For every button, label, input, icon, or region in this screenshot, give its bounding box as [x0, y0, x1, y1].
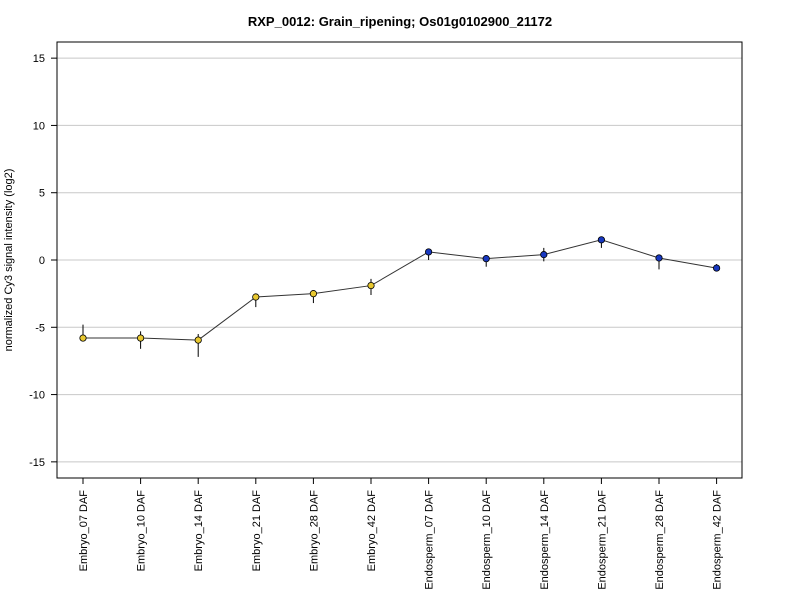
x-tick-label: Endosperm_10 DAF	[481, 490, 493, 590]
x-axis: Embryo_07 DAF Embryo_10 DAF Embryo_14 DAF E…	[78, 478, 724, 590]
x-tick-label: Embryo_14 DAF	[193, 490, 205, 572]
data-point	[252, 293, 260, 301]
y-tick-label: -10	[29, 390, 45, 402]
y-axis: 15 10 5 0 -5 -10 -15	[29, 53, 57, 469]
data-point	[597, 236, 606, 244]
y-tick-label: -5	[35, 322, 45, 334]
x-tick-label: Endosperm_42 DAF	[712, 490, 724, 590]
data-point	[540, 251, 548, 259]
data-point	[367, 281, 375, 290]
x-tick-label: Embryo_10 DAF	[136, 490, 148, 572]
x-tick-label: Embryo_21 DAF	[251, 490, 263, 572]
data-point	[194, 336, 202, 344]
y-tick-label: -15	[29, 457, 45, 469]
y-axis-label: normalized Cy3 signal intensity (log2)	[3, 169, 15, 352]
x-tick-label: Endosperm_21 DAF	[596, 490, 608, 590]
y-tick-label: 10	[33, 120, 45, 132]
data-point	[424, 248, 433, 256]
x-tick-label: Embryo_42 DAF	[366, 490, 378, 572]
chart-title: RXP_0012: Grain_ripening; Os01g0102900_2…	[248, 14, 552, 29]
x-tick-label: Endosperm_14 DAF	[539, 490, 551, 590]
series-line	[83, 239, 717, 341]
x-tick-label: Embryo_07 DAF	[78, 490, 90, 572]
x-tick-label: Endosperm_07 DAF	[424, 490, 436, 590]
data-point	[482, 255, 490, 263]
data-point	[137, 334, 145, 342]
grid-lines	[57, 57, 742, 463]
data-point	[712, 264, 721, 272]
data-point	[79, 334, 87, 342]
y-tick-label: 15	[33, 53, 45, 65]
data-point	[309, 290, 317, 298]
x-tick-label: Endosperm_28 DAF	[654, 490, 666, 590]
y-tick-label: 5	[39, 188, 45, 200]
data-point	[655, 254, 663, 262]
x-tick-label: Embryo_28 DAF	[308, 490, 320, 572]
data-series	[79, 236, 721, 357]
y-tick-label: 0	[39, 255, 45, 267]
